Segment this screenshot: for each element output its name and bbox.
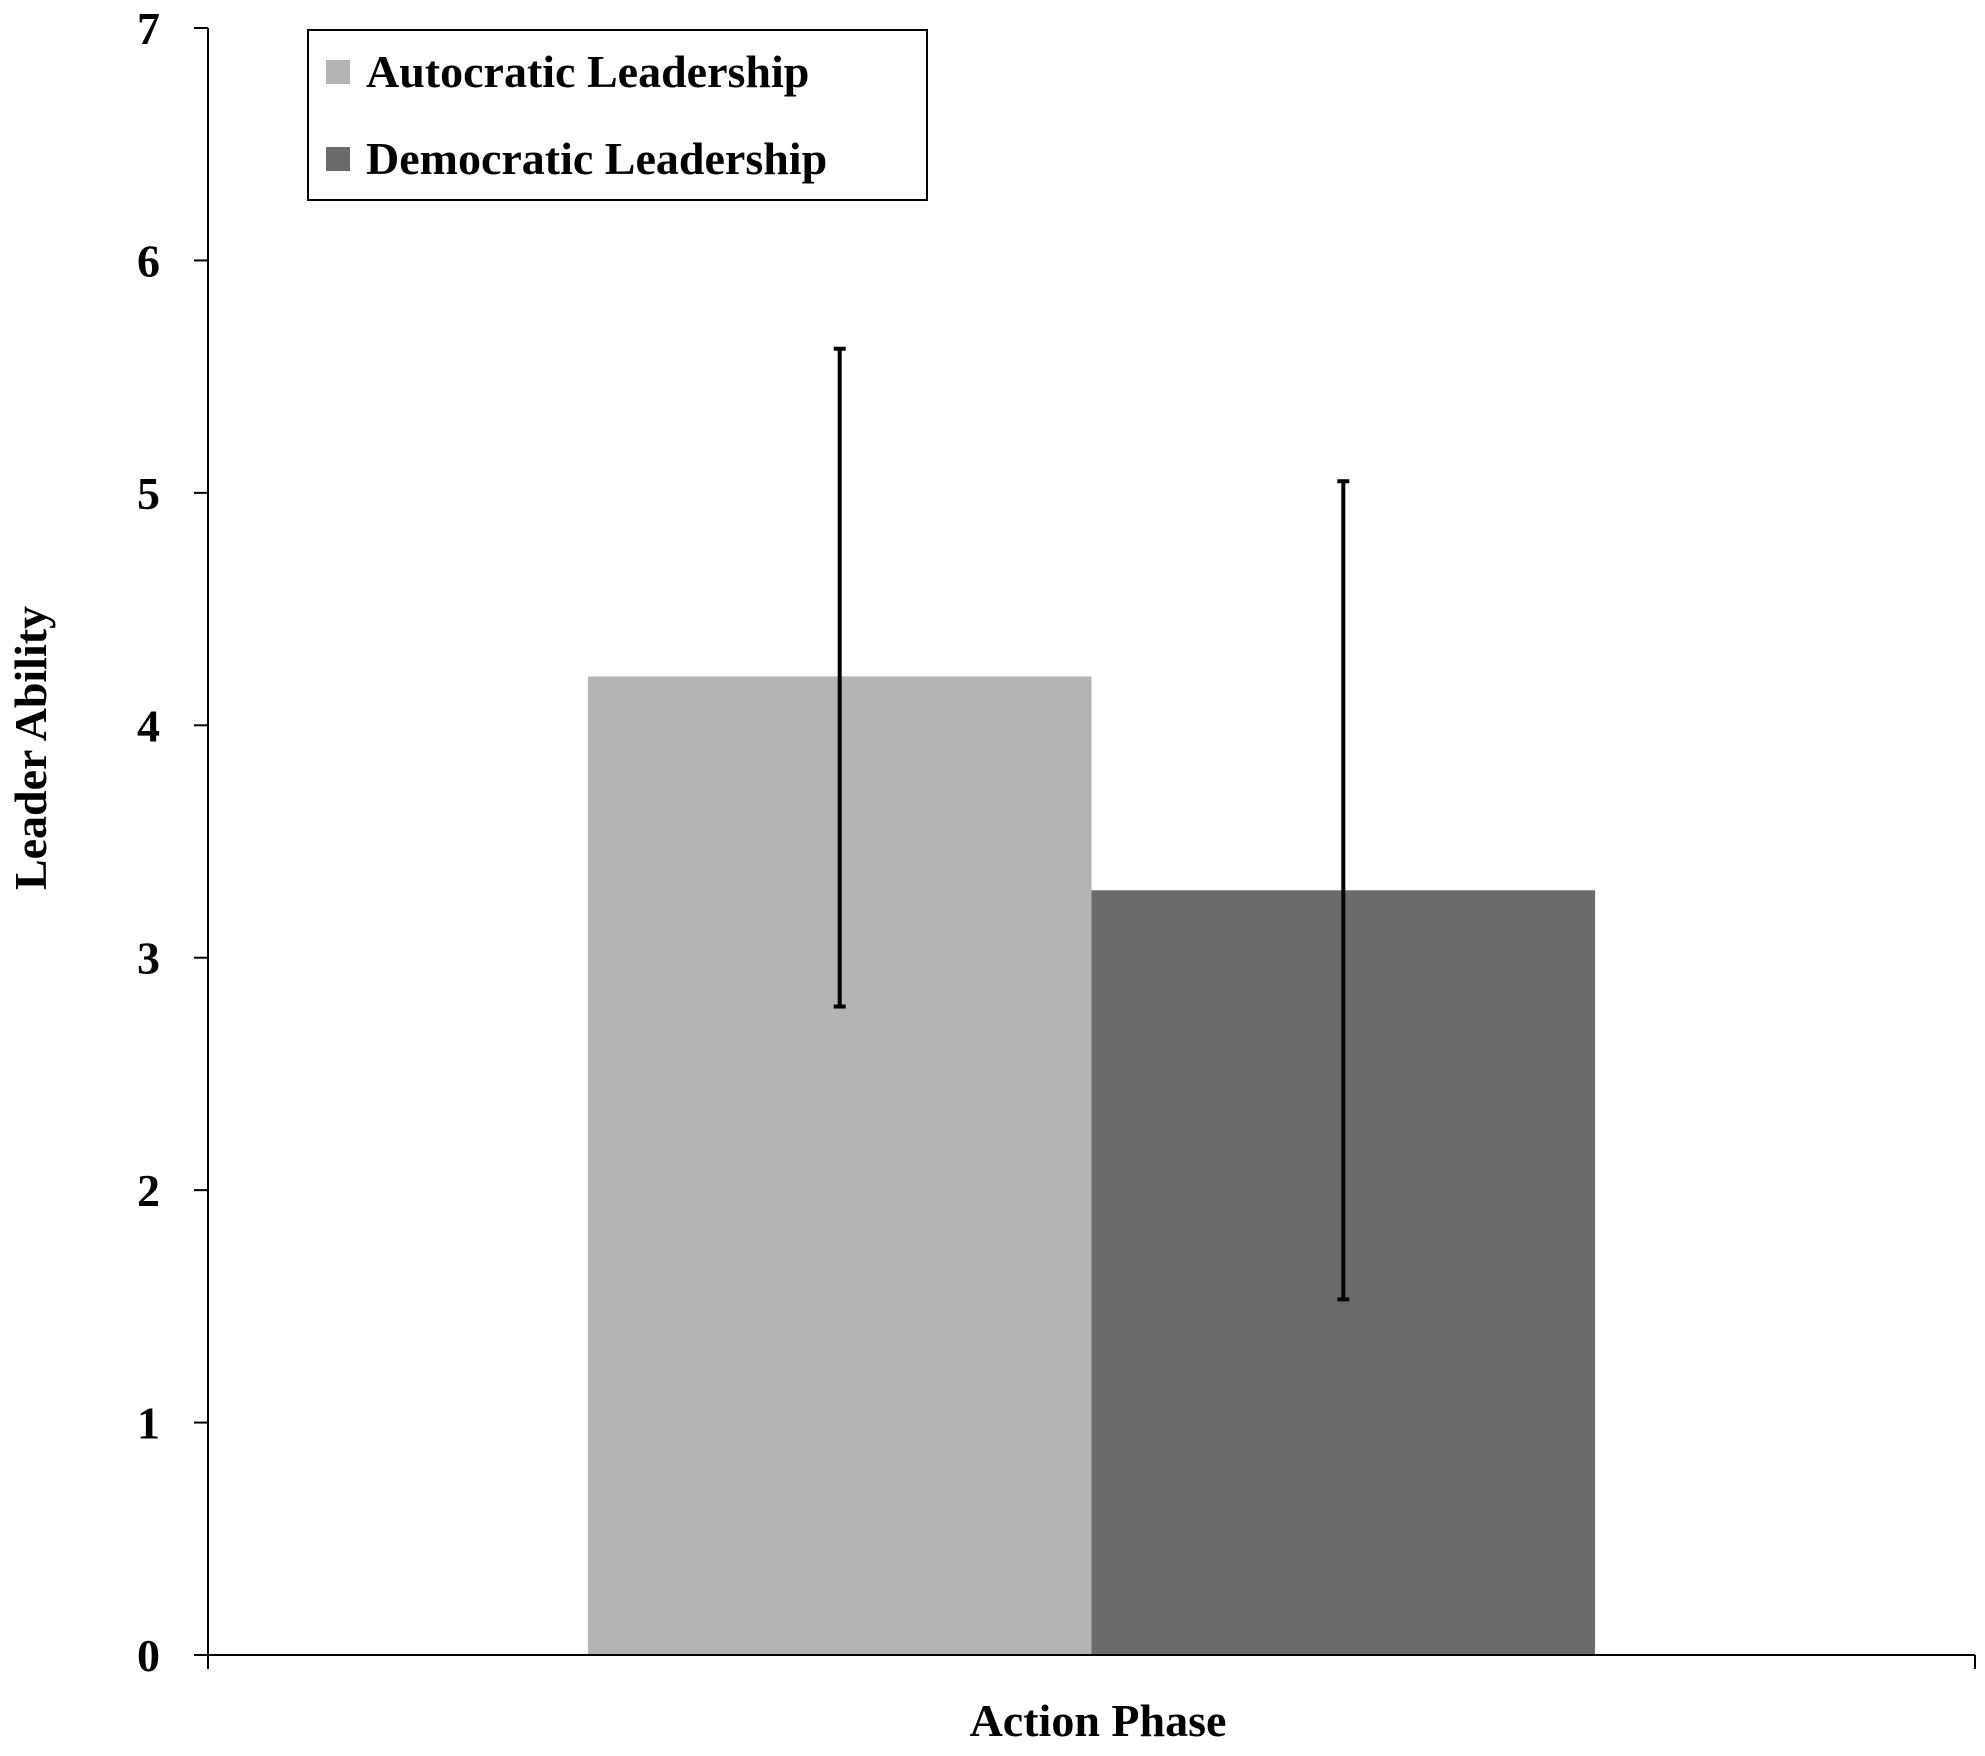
x-axis-label: Action Phase: [970, 1695, 1227, 1746]
y-tick-label: 2: [137, 1165, 160, 1216]
bars-layer: [587, 676, 1596, 1655]
y-tick-label: 0: [137, 1630, 160, 1681]
y-tick-label: 6: [137, 235, 160, 286]
legend: Autocratic Leadership Democratic Leaders…: [307, 29, 928, 201]
y-tick-label: 1: [137, 1398, 160, 1449]
y-ticks-layer: 0 1 2 3 4 5 6 7: [137, 3, 208, 1681]
y-tick-label: 4: [137, 700, 160, 751]
error-bars-layer: [833, 346, 1350, 1302]
y-tick-label: 3: [137, 933, 160, 984]
axes-layer: [207, 28, 1975, 1656]
x-ticks-layer: [207, 1655, 1976, 1669]
legend-label-democratic: Democratic Leadership: [366, 133, 827, 184]
legend-label-autocratic: Autocratic Leadership: [366, 46, 809, 97]
legend-box: [307, 29, 928, 201]
y-axis-label: Leader Ability: [5, 606, 56, 890]
y-tick-label: 5: [137, 468, 160, 519]
legend-swatch-autocratic: [326, 60, 350, 84]
legend-swatch-democratic: [326, 147, 350, 171]
y-tick-label: 7: [137, 3, 160, 54]
